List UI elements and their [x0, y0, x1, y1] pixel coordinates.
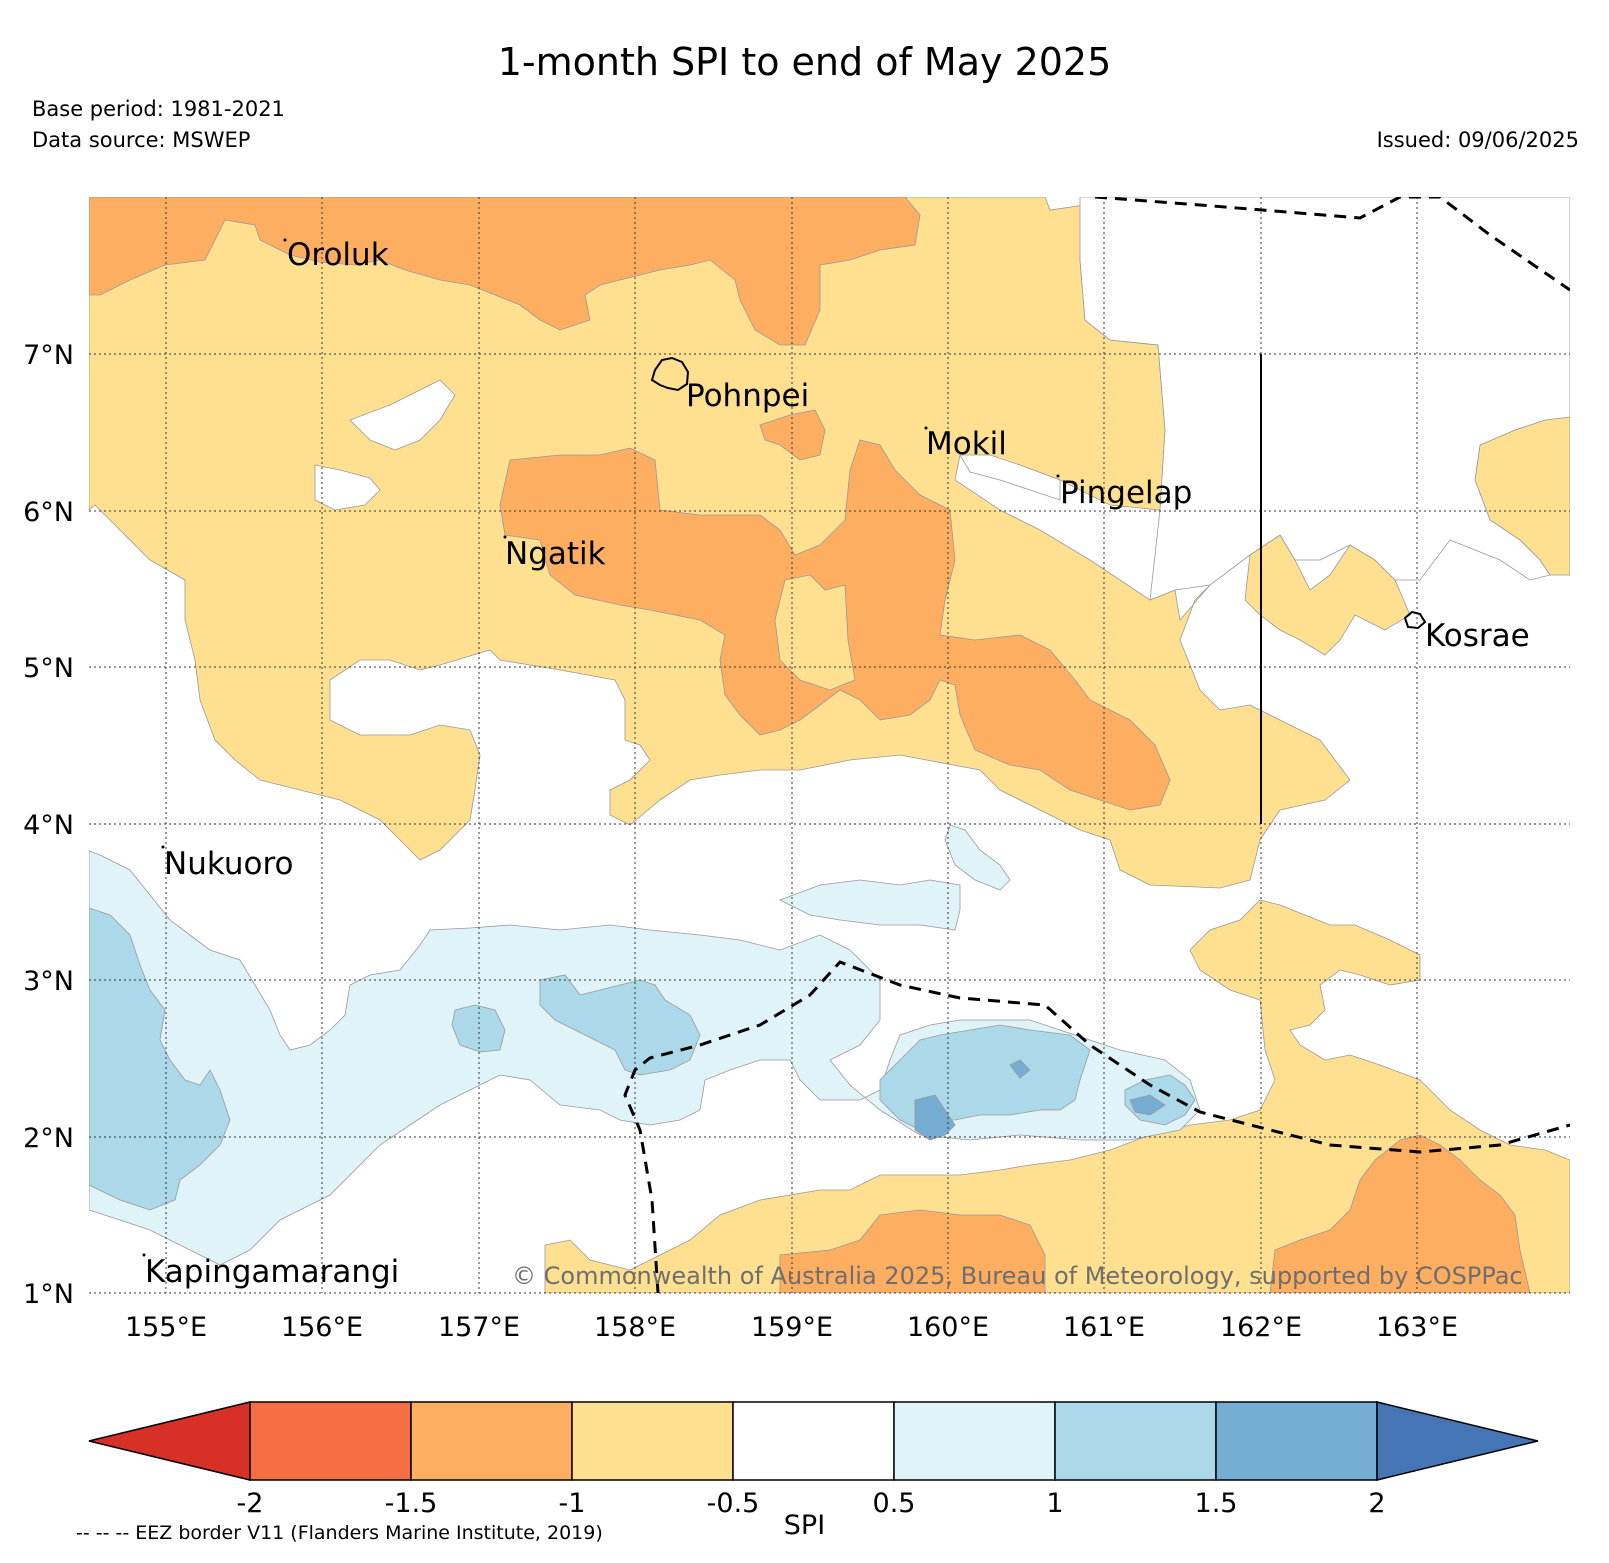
- spi-region-mod-dry-pohnpei: [759, 409, 826, 461]
- spi-gap-3: [959, 454, 1061, 501]
- place-pingelap: Pingelap: [1060, 475, 1192, 511]
- lat-label-3n: 3°N: [23, 966, 74, 997]
- lat-label-7n: 7°N: [23, 340, 74, 371]
- colorbar-tick: 1: [1046, 1488, 1063, 1519]
- map-title: 1-month SPI to end of May 2025: [497, 40, 1112, 84]
- longitude-labels: 155°E 156°E 157°E 158°E 159°E 160°E 161°…: [125, 1312, 1458, 1343]
- spi-region-very-wet-3: [1009, 1059, 1031, 1079]
- spi-region-mod-dry-south: [779, 1209, 1046, 1293]
- lon-label-157e: 157°E: [438, 1312, 520, 1343]
- colorbar-tick: -1.5: [385, 1488, 438, 1519]
- spi-shading: [89, 197, 1570, 1293]
- lat-label-6n: 6°N: [23, 497, 74, 528]
- place-ngatik: Ngatik: [505, 536, 606, 572]
- colorbar-tick: 1.5: [1195, 1488, 1238, 1519]
- issued-date-text: Issued: 09/06/2025: [1376, 128, 1579, 152]
- place-kosrae: Kosrae: [1425, 618, 1530, 654]
- lon-label-161e: 161°E: [1063, 1312, 1145, 1343]
- eez-borders: [623, 197, 1570, 1293]
- colorbar-segment-1-5-to-2: [1215, 1401, 1378, 1481]
- spi-region-dry-south: [544, 899, 1570, 1293]
- latitude-labels: 7°N 6°N 5°N 4°N 3°N 2°N 1°N: [23, 340, 74, 1310]
- spi-region-mod-dry-south-east: [1269, 1134, 1531, 1293]
- nukuoro-marker: [161, 845, 165, 849]
- spi-region-wet-island: [779, 879, 961, 931]
- colorbar-segment-below-minus2: [88, 1401, 251, 1481]
- oroluk-marker: [283, 238, 287, 242]
- colorbar-segment-minus1-to-minus0-5: [571, 1401, 734, 1481]
- eez-border-north: [1094, 197, 1570, 292]
- data-source-text: Data source: MSWEP: [32, 128, 251, 152]
- spi-gap-center: [774, 574, 856, 691]
- lon-label-159e: 159°E: [751, 1312, 833, 1343]
- kosrae-island-outline: [1403, 610, 1427, 630]
- lon-label-163e: 163°E: [1376, 1312, 1458, 1343]
- mokil-marker: [924, 426, 928, 430]
- spi-region-mod-dry-north: [89, 197, 921, 346]
- colorbar-label: SPI: [783, 1510, 826, 1541]
- colorbar-segment-above-2: [1376, 1401, 1539, 1481]
- copyright-text: © Commonwealth of Australia 2025, Bureau…: [512, 1262, 1523, 1290]
- colorbar-tick: -0.5: [707, 1488, 760, 1519]
- pohnpei-island-outline: [650, 356, 690, 392]
- colorbar-tick: 2: [1368, 1488, 1385, 1519]
- lon-label-158e: 158°E: [594, 1312, 676, 1343]
- spi-region-dry-kosrae: [1244, 534, 1411, 656]
- ngatik-marker: [503, 535, 507, 539]
- lon-label-162e: 162°E: [1220, 1312, 1302, 1343]
- spi-gap-1: [314, 464, 381, 511]
- lon-label-156e: 156°E: [281, 1312, 363, 1343]
- place-mokil: Mokil: [926, 426, 1007, 462]
- lat-label-1n: 1°N: [23, 1279, 74, 1310]
- spi-region-mod-wet-west: [89, 907, 231, 1211]
- lat-label-2n: 2°N: [23, 1123, 74, 1154]
- base-period-text: Base period: 1981-2021: [32, 97, 285, 121]
- lat-label-5n: 5°N: [23, 653, 74, 684]
- colorbar-segment-0-5-to-1: [893, 1401, 1056, 1481]
- spi-region-mod-wet-center: [539, 974, 701, 1076]
- colorbar-tick: -2: [237, 1488, 264, 1519]
- colorbar-tick: -1: [559, 1488, 586, 1519]
- eez-border-note: -- -- -- EEZ border V11 (Flanders Marine…: [76, 1522, 603, 1544]
- gridlines: [89, 197, 1570, 1294]
- spi-region-wet-small: [944, 824, 1011, 891]
- pingelap-marker: [1056, 474, 1060, 478]
- kapingamarangi-marker: [142, 1253, 146, 1257]
- colorbar-segment-1-to-1-5: [1054, 1401, 1217, 1481]
- colorbar-segment-minus1-5-to-minus1: [410, 1401, 573, 1481]
- lon-label-160e: 160°E: [907, 1312, 989, 1343]
- spi-gap-4: [1079, 197, 1570, 601]
- place-nukuoro: Nukuoro: [164, 846, 293, 882]
- colorbar-ticks: -2 -1.5 -1 -0.5 0.5 1 1.5 2: [237, 1488, 1386, 1519]
- colorbar: [88, 1401, 1539, 1481]
- spi-region-very-wet-2: [1129, 1094, 1166, 1116]
- eez-border-south: [623, 960, 1570, 1293]
- colorbar-tick: 0.5: [873, 1488, 916, 1519]
- lat-label-4n: 4°N: [23, 810, 74, 841]
- lon-label-155e: 155°E: [125, 1312, 207, 1343]
- spi-gap-2: [349, 379, 456, 451]
- place-oroluk: Oroluk: [287, 237, 389, 273]
- place-labels: Oroluk Pohnpei Mokil Pingelap Ngatik Kos…: [142, 237, 1530, 1290]
- spi-region-very-wet-1: [914, 1094, 956, 1141]
- place-kapingamarangi: Kapingamarangi: [145, 1254, 399, 1290]
- colorbar-segment-minus2-to-minus1-5: [249, 1401, 412, 1481]
- colorbar-segment-minus0-5-to-0-5: [732, 1401, 895, 1481]
- place-pohnpei: Pohnpei: [686, 378, 809, 414]
